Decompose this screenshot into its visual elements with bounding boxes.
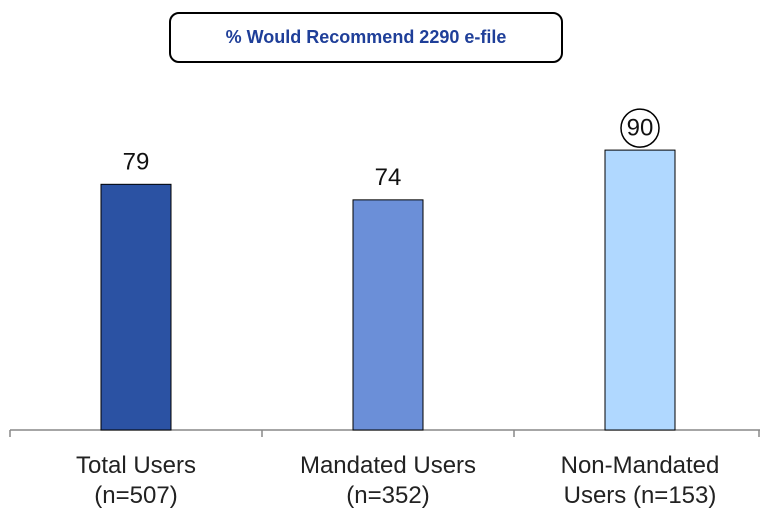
- x-tick-label: Mandated Users (n=352): [300, 452, 476, 509]
- value-label: 74: [375, 164, 402, 191]
- bar: [352, 199, 424, 431]
- chart-title: % Would Recommend 2290 e-file: [226, 27, 507, 47]
- x-tick-label: Total Users (n=507): [76, 452, 196, 509]
- bar: [100, 183, 172, 431]
- title-box: [169, 12, 563, 63]
- value-label: 79: [123, 149, 150, 176]
- bar: [604, 149, 676, 431]
- x-tick-label: Non-Mandated Users (n=153): [561, 452, 720, 509]
- value-label: 90: [627, 114, 654, 141]
- highlight-circle: [620, 108, 660, 148]
